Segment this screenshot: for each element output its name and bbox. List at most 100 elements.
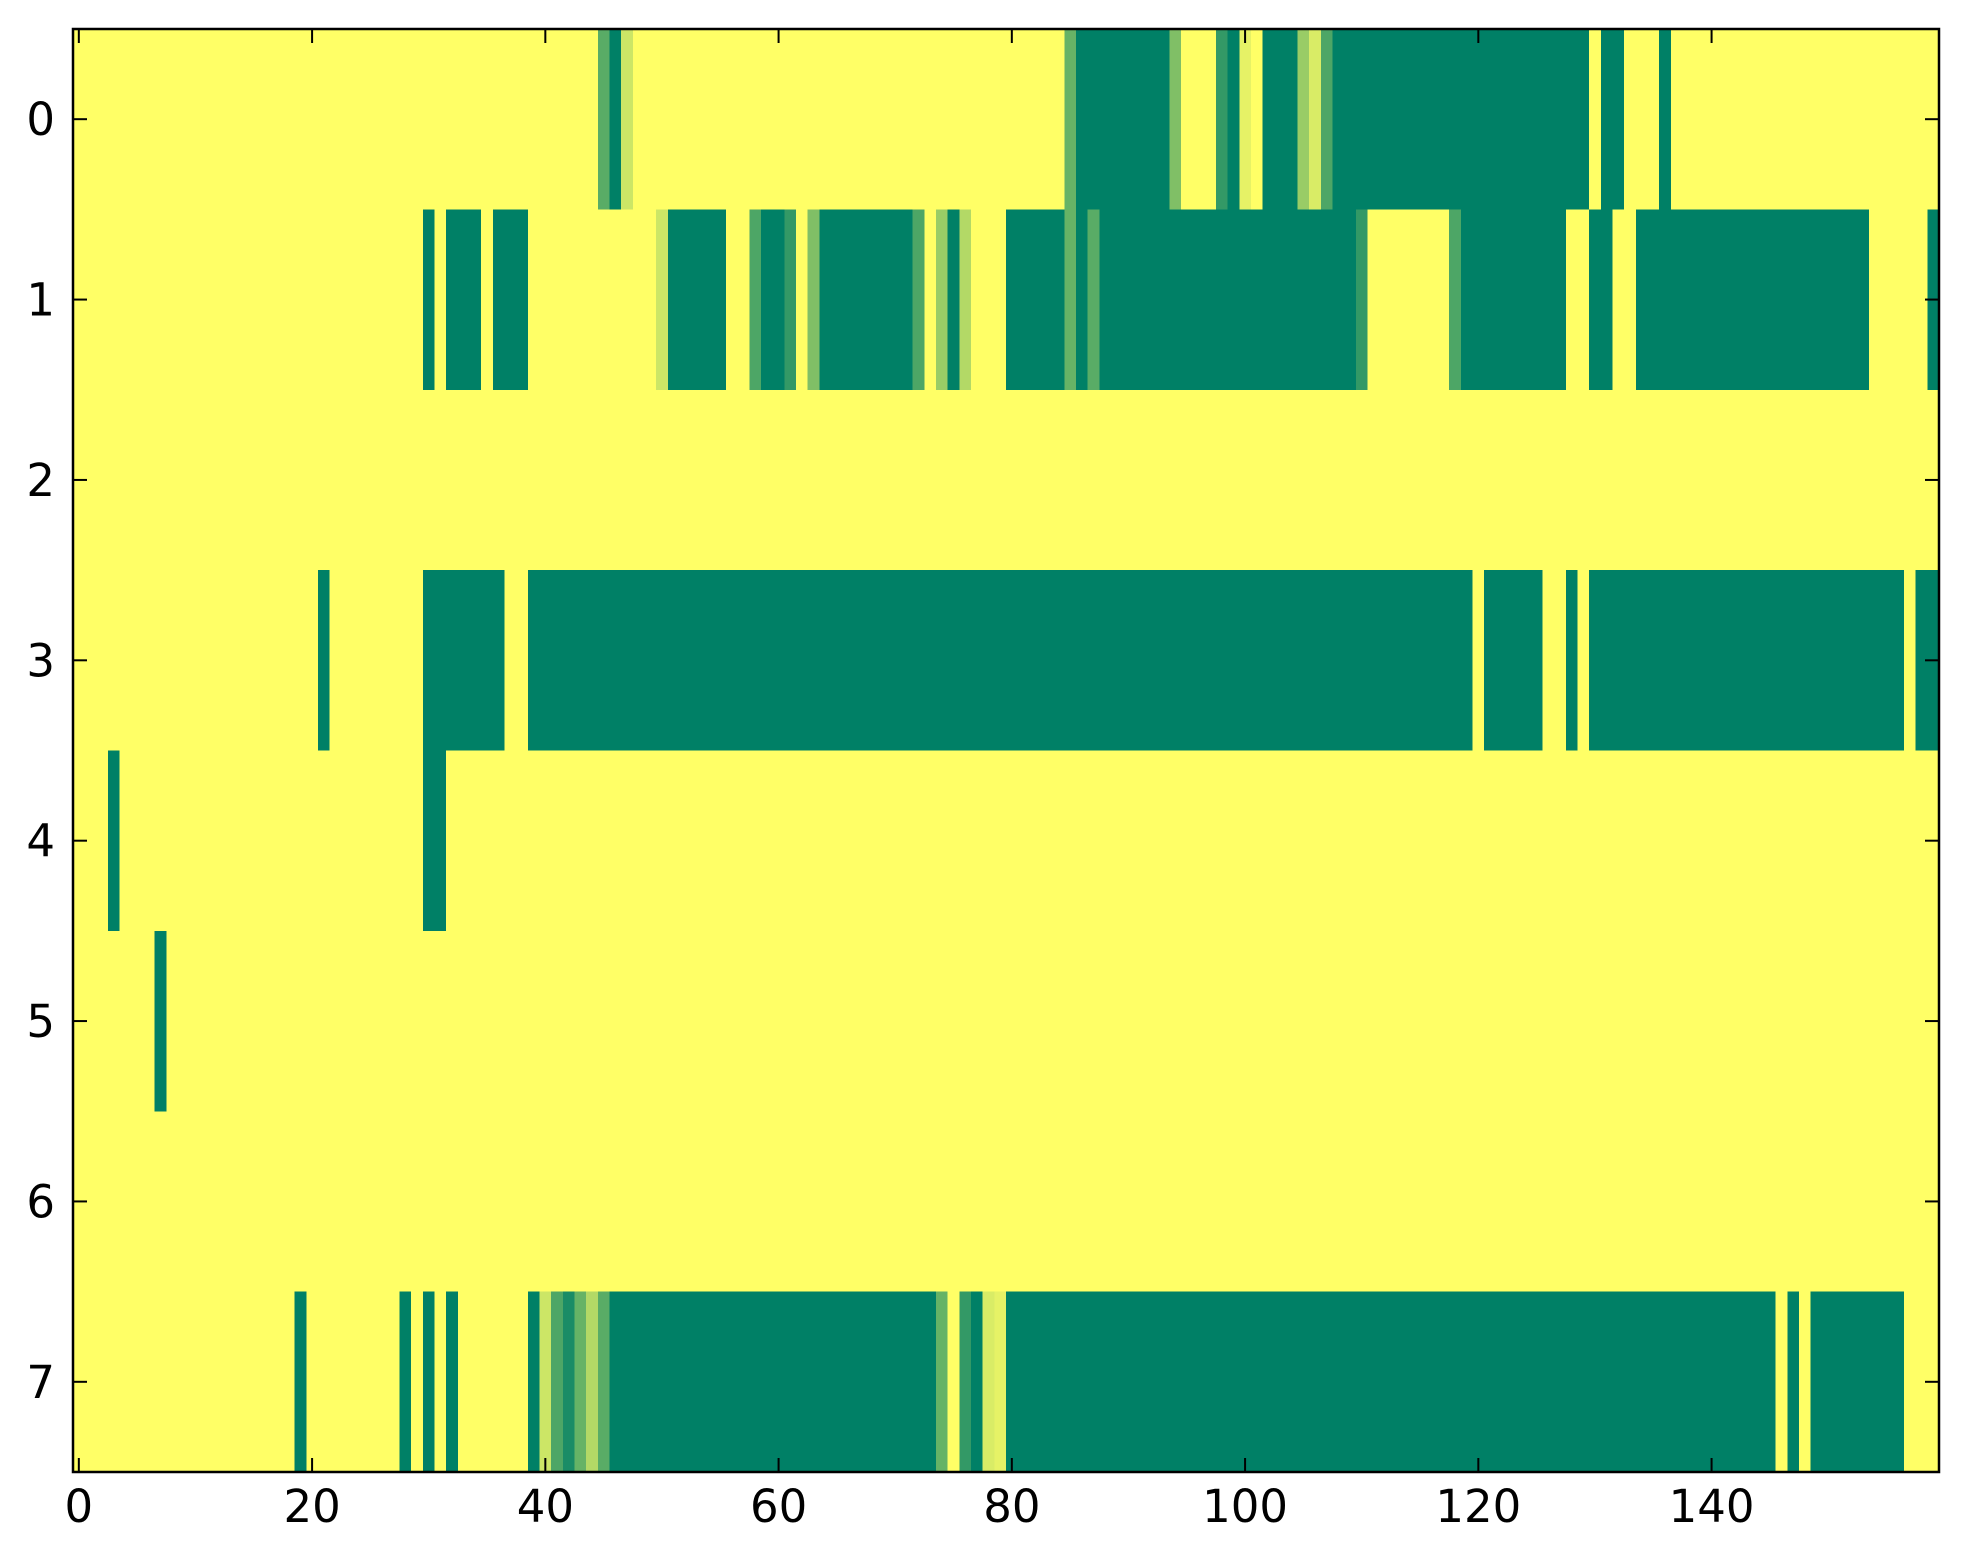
heatmap-cell bbox=[1344, 570, 1357, 751]
heatmap-cell bbox=[1612, 750, 1625, 932]
heatmap-cell bbox=[1612, 29, 1625, 210]
heatmap-cell bbox=[1670, 29, 1683, 210]
y-tick-label: 1 bbox=[26, 274, 55, 327]
heatmap-cell bbox=[1274, 930, 1287, 1112]
heatmap-cell bbox=[1145, 1111, 1159, 1293]
heatmap-cell bbox=[667, 930, 680, 1112]
heatmap-cell bbox=[1227, 209, 1240, 391]
heatmap-cell bbox=[1145, 209, 1159, 391]
heatmap-cell bbox=[1110, 29, 1124, 210]
heatmap-cell bbox=[1250, 389, 1263, 571]
heatmap-cell bbox=[1052, 930, 1065, 1112]
heatmap-cell bbox=[796, 29, 809, 210]
heatmap-cell bbox=[1729, 570, 1742, 751]
heatmap-cell bbox=[772, 570, 785, 751]
heatmap-cell bbox=[189, 209, 202, 391]
heatmap-cell bbox=[1437, 209, 1450, 391]
heatmap-cell bbox=[1029, 1291, 1042, 1473]
heatmap-cell bbox=[131, 750, 144, 932]
heatmap-cell bbox=[574, 389, 587, 571]
heatmap-cell bbox=[621, 750, 634, 932]
heatmap-cell bbox=[1845, 570, 1858, 751]
heatmap-cell bbox=[1542, 389, 1555, 571]
heatmap-cell bbox=[784, 750, 797, 932]
heatmap-cell bbox=[1845, 29, 1858, 210]
heatmap-cell bbox=[1670, 930, 1683, 1112]
heatmap-cell bbox=[1904, 1291, 1917, 1473]
heatmap-cell bbox=[1577, 930, 1590, 1112]
heatmap-cell bbox=[889, 1291, 902, 1473]
heatmap-cell bbox=[737, 389, 750, 571]
heatmap-cell bbox=[551, 29, 564, 210]
heatmap-cell bbox=[1682, 1111, 1695, 1293]
heatmap-cell bbox=[282, 209, 295, 391]
heatmap-cell bbox=[1017, 570, 1030, 751]
heatmap-cell bbox=[1915, 389, 1928, 571]
heatmap-cell bbox=[271, 930, 284, 1112]
heatmap-cell bbox=[749, 1291, 762, 1473]
heatmap-cell bbox=[399, 389, 412, 571]
heatmap-cell bbox=[691, 930, 704, 1112]
heatmap-cell bbox=[1624, 1291, 1637, 1473]
heatmap-cell bbox=[1215, 930, 1228, 1112]
heatmap-cell bbox=[866, 389, 879, 571]
heatmap-cell bbox=[621, 1111, 634, 1293]
heatmap-cell bbox=[1075, 29, 1089, 210]
heatmap-cell bbox=[1519, 1111, 1532, 1293]
heatmap-cell bbox=[387, 1111, 400, 1293]
heatmap-cell bbox=[597, 1291, 610, 1473]
heatmap-cell bbox=[656, 29, 669, 210]
heatmap-cell bbox=[1729, 930, 1742, 1112]
heatmap-cell bbox=[726, 1291, 739, 1473]
heatmap-cell bbox=[504, 570, 517, 751]
heatmap-cell bbox=[947, 1291, 960, 1473]
heatmap-cell bbox=[1145, 1291, 1159, 1473]
heatmap-cell bbox=[1600, 29, 1613, 210]
heatmap-cell bbox=[1647, 750, 1660, 932]
heatmap-cell bbox=[1239, 29, 1252, 210]
heatmap-cell bbox=[376, 1291, 389, 1473]
heatmap-cell bbox=[854, 389, 867, 571]
heatmap-cell bbox=[749, 389, 762, 571]
heatmap-cell bbox=[1635, 1291, 1648, 1473]
heatmap-cell bbox=[1344, 750, 1357, 932]
heatmap-cell bbox=[364, 209, 377, 391]
heatmap-cell bbox=[84, 1291, 97, 1473]
heatmap-cell bbox=[504, 1111, 517, 1293]
heatmap-cell bbox=[142, 209, 156, 391]
heatmap-cell bbox=[259, 209, 272, 391]
heatmap-cell bbox=[1204, 570, 1217, 751]
heatmap-cell bbox=[679, 209, 692, 391]
heatmap-cell bbox=[142, 389, 156, 571]
heatmap-cell bbox=[1869, 1111, 1882, 1293]
heatmap-cell bbox=[236, 570, 249, 751]
heatmap-cell bbox=[107, 930, 121, 1112]
heatmap-cell bbox=[1052, 1291, 1065, 1473]
heatmap-cell bbox=[726, 1111, 739, 1293]
heatmap-cell bbox=[912, 29, 925, 210]
heatmap-cell bbox=[842, 209, 855, 391]
heatmap-cell bbox=[901, 209, 914, 391]
heatmap-cell bbox=[224, 930, 237, 1112]
heatmap-cell bbox=[434, 29, 447, 210]
heatmap-cell bbox=[749, 750, 762, 932]
heatmap-cell bbox=[784, 930, 797, 1112]
heatmap-cell bbox=[1157, 29, 1170, 210]
heatmap-cell bbox=[317, 29, 330, 210]
heatmap-cell bbox=[1647, 570, 1660, 751]
heatmap-cell bbox=[516, 1291, 529, 1473]
heatmap-cell bbox=[1204, 209, 1217, 391]
heatmap-cell bbox=[1017, 930, 1030, 1112]
heatmap-cell bbox=[306, 930, 319, 1112]
heatmap-cell bbox=[481, 209, 494, 391]
heatmap-cell bbox=[1180, 209, 1193, 391]
heatmap-cell bbox=[1472, 389, 1485, 571]
heatmap-cell bbox=[119, 389, 132, 571]
heatmap-cell bbox=[1320, 1291, 1333, 1473]
heatmap-cell bbox=[1192, 209, 1205, 391]
heatmap-cell bbox=[399, 209, 412, 391]
heatmap-cell bbox=[1484, 209, 1497, 391]
heatmap-cell bbox=[1764, 389, 1777, 571]
heatmap-cell bbox=[1530, 1111, 1543, 1293]
heatmap-cell bbox=[562, 570, 575, 751]
